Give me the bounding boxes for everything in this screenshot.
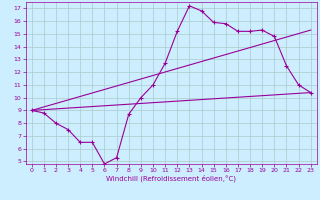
X-axis label: Windchill (Refroidissement éolien,°C): Windchill (Refroidissement éolien,°C) xyxy=(106,175,236,182)
